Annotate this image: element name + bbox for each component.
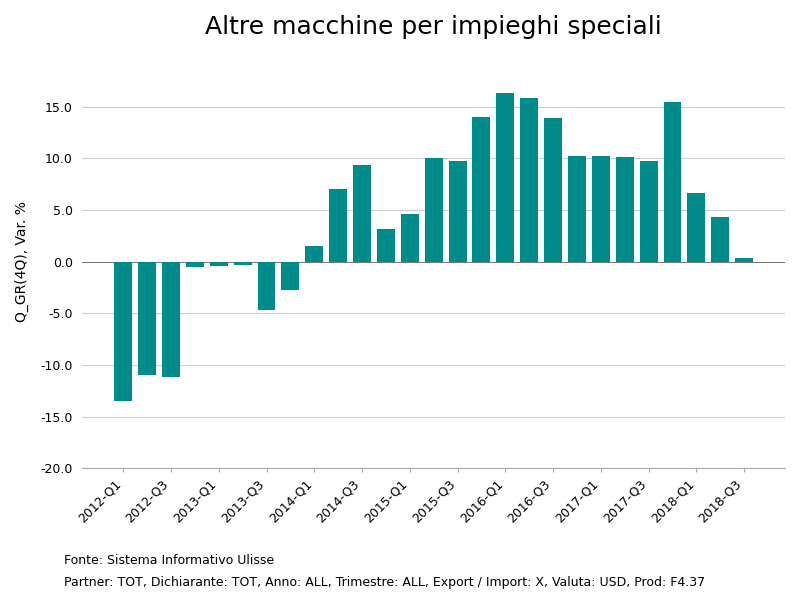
Bar: [616, 157, 634, 262]
Bar: [377, 229, 395, 262]
Bar: [520, 98, 538, 262]
Bar: [735, 259, 753, 262]
Bar: [687, 193, 706, 262]
Bar: [234, 262, 251, 265]
Bar: [568, 156, 586, 262]
Bar: [210, 262, 228, 266]
Title: Altre macchine per impieghi speciali: Altre macchine per impieghi speciali: [206, 15, 662, 39]
Bar: [162, 262, 180, 377]
Bar: [544, 118, 562, 262]
Text: Fonte: Sistema Informativo Ulisse: Fonte: Sistema Informativo Ulisse: [64, 554, 274, 567]
Bar: [401, 214, 418, 262]
Bar: [186, 262, 204, 267]
Bar: [711, 217, 729, 262]
Bar: [330, 189, 347, 262]
Bar: [138, 262, 156, 375]
Bar: [353, 166, 371, 262]
Bar: [114, 262, 132, 401]
Bar: [425, 158, 442, 262]
Bar: [663, 103, 682, 262]
Bar: [258, 262, 275, 310]
Text: Partner: TOT, Dichiarante: TOT, Anno: ALL, Trimestre: ALL, Export / Import: X, V: Partner: TOT, Dichiarante: TOT, Anno: AL…: [64, 576, 705, 589]
Bar: [282, 262, 299, 290]
Bar: [496, 93, 514, 262]
Bar: [306, 246, 323, 262]
Y-axis label: Q_GR(4Q), Var. %: Q_GR(4Q), Var. %: [15, 201, 29, 322]
Bar: [592, 156, 610, 262]
Bar: [640, 161, 658, 262]
Bar: [473, 117, 490, 262]
Bar: [449, 161, 466, 262]
